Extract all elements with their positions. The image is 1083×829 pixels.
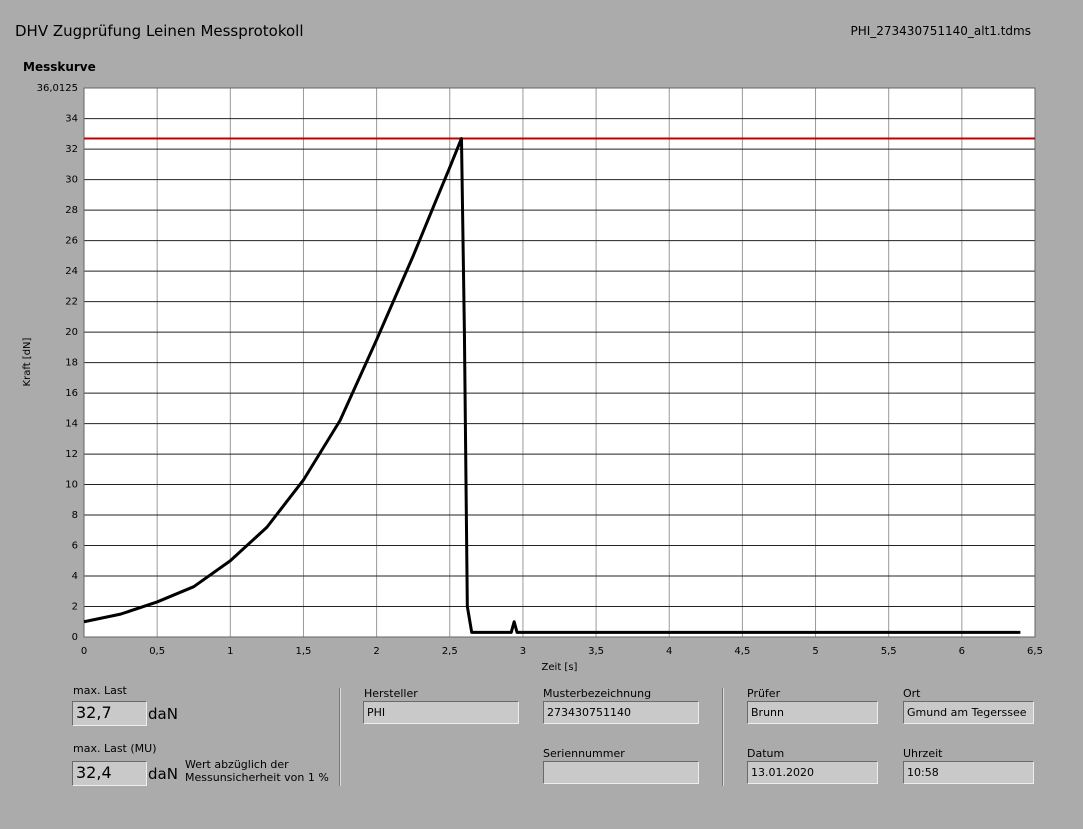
x-tick-label: 6,5 — [1027, 646, 1043, 657]
x-tick-label: 0 — [81, 646, 87, 657]
x-tick-label: 3 — [520, 646, 526, 657]
y-tick-label: 2 — [72, 602, 78, 613]
title: DHV Zugprüfung Leinen Messprotokoll — [15, 22, 304, 40]
x-tick-label: 4 — [666, 646, 672, 657]
value-box: 32,7 — [72, 701, 147, 726]
y-tick-label: 12 — [65, 449, 78, 460]
data-line — [83, 136, 1021, 634]
y-tick-label: 36,0125 — [37, 83, 78, 94]
separator — [722, 688, 724, 786]
x-tick-label: 5 — [812, 646, 818, 657]
y-tick-label: 0 — [72, 632, 78, 643]
label: Uhrzeit — [903, 747, 943, 760]
x-tick-label: 3,5 — [588, 646, 604, 657]
y-axis-label: Kraft [dN] — [22, 337, 33, 386]
y-tick-label: 32 — [65, 144, 78, 155]
y-tick-label: 28 — [65, 205, 78, 216]
x-tick-label: 6 — [959, 646, 965, 657]
x-tick-label: 5,5 — [881, 646, 897, 657]
value-box: 32,4 — [72, 761, 147, 786]
y-tick-label: 24 — [65, 266, 78, 277]
x-tick-label: 0,5 — [149, 646, 165, 657]
y-tick-label: 30 — [65, 175, 78, 186]
field: Brunn — [747, 701, 878, 724]
label: Prüfer — [747, 687, 781, 700]
unit: daN — [148, 765, 178, 783]
file-name: PHI_273430751140_alt1.tdms — [850, 24, 1031, 38]
plot-border — [83, 87, 1036, 638]
note: Wert abzüglich der Messunsicherheit von … — [185, 758, 329, 784]
label: Hersteller — [364, 687, 418, 700]
x-axis-label: Zeit [s] — [542, 662, 578, 673]
y-tick-label: 22 — [65, 297, 78, 308]
label: max. Last (MU) — [73, 742, 157, 755]
unit: daN — [148, 705, 178, 723]
y-tick-label: 34 — [65, 114, 78, 125]
y-tick-label: 4 — [72, 571, 78, 582]
y-tick-label: 6 — [72, 541, 78, 552]
label: Datum — [747, 747, 785, 760]
y-tick-label: 10 — [65, 480, 78, 491]
label: Seriennummer — [543, 747, 625, 760]
y-tick-label: 18 — [65, 358, 78, 369]
y-tick-label: 26 — [65, 236, 78, 247]
field: 273430751140 — [543, 701, 699, 724]
y-tick-label: 14 — [65, 419, 78, 430]
x-tick-label: 2,5 — [442, 646, 458, 657]
separator — [339, 688, 341, 786]
x-tick-label: 1 — [227, 646, 233, 657]
chart-title: Messkurve — [23, 60, 96, 74]
field — [543, 761, 699, 784]
label: Ort — [903, 687, 921, 700]
y-tick-label: 20 — [65, 327, 78, 338]
y-tick-label: 16 — [65, 388, 78, 399]
field: 13.01.2020 — [747, 761, 878, 784]
chart: 0 0,5 1 1,5 2 2,5 3 3,5 4 4,5 5 5,5 6 6,5024681012141… — [22, 83, 1043, 673]
field: 10:58 — [903, 761, 1034, 784]
label: max. Last — [73, 684, 127, 697]
x-tick-label: 2 — [373, 646, 379, 657]
field: PHI — [363, 701, 519, 724]
label: Musterbezeichnung — [543, 687, 652, 700]
field: Gmund am Tegerssee — [903, 701, 1034, 724]
y-tick-label: 8 — [72, 510, 78, 521]
x-tick-label: 1,5 — [296, 646, 312, 657]
x-tick-label: 4,5 — [734, 646, 750, 657]
